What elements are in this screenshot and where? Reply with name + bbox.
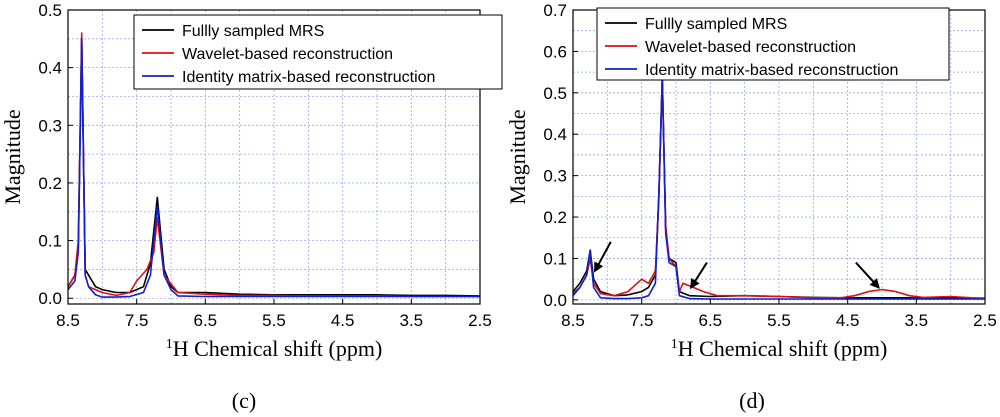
- y-tick-label: 0.1: [38, 232, 62, 251]
- x-axis-title: 1H Chemical shift (ppm): [671, 336, 888, 361]
- x-tick-label: 2.5: [468, 311, 492, 330]
- panel-caption: (d): [739, 388, 765, 413]
- panel-c: 8.5 7.5 6.5 5.5 4.5 3.5 2.5 0.0 0.1 0.2 0.3 0.4 0.5 1…: [0, 1, 503, 413]
- y-tick-label: 0.0: [38, 289, 62, 308]
- y-tick-label: 0.4: [38, 59, 62, 78]
- panel-d: 8.5 7.5 6.5 5.5 4.5 3.5 2.5 0.0 0.1 0.2 0.3 0.4 0.5 0…: [505, 1, 997, 413]
- annotation-arrow: [690, 262, 708, 290]
- panel-caption: (c): [232, 388, 256, 413]
- y-tick-label: 0.6: [543, 42, 567, 61]
- legend-box: [133, 14, 503, 90]
- x-tick-label: 5.5: [262, 311, 286, 330]
- y-tick-label: 0.4: [543, 125, 567, 144]
- y-tick-label: 0.7: [543, 1, 567, 20]
- y-tick-label: 0.2: [38, 174, 62, 193]
- x-axis-title: 1H Chemical shift (ppm): [166, 336, 383, 361]
- y-axis-title: Magnitude: [0, 109, 25, 204]
- y-axis-title: Magnitude: [505, 109, 530, 204]
- y-tick-label: 0.1: [543, 249, 567, 268]
- x-tick-label: 6.5: [699, 311, 723, 330]
- y-tick-label: 0.3: [543, 167, 567, 186]
- x-tick-label: 7.5: [125, 311, 149, 330]
- legend-label: Fullly sampled MRS: [645, 16, 787, 33]
- x-tick-label: 7.5: [630, 311, 654, 330]
- x-tick-label: 5.5: [767, 311, 791, 330]
- y-tick-label: 0.3: [38, 116, 62, 135]
- legend-label: Fullly sampled MRS: [182, 23, 324, 40]
- x-tick-label: 2.5: [973, 311, 997, 330]
- series-line-3: [572, 75, 985, 300]
- annotation-arrow: [594, 241, 612, 273]
- legend-label: Wavelet-based reconstruction: [645, 39, 856, 56]
- x-tick-label: 6.5: [194, 311, 218, 330]
- x-tick-label: 8.5: [56, 311, 80, 330]
- annotation-arrow: [855, 261, 880, 289]
- x-tick-label: 4.5: [331, 311, 355, 330]
- legend-box: [596, 7, 950, 81]
- y-tick-label: 0.5: [38, 1, 62, 20]
- series-line-3: [67, 38, 480, 298]
- legend-label: Wavelet-based reconstruction: [182, 46, 393, 63]
- legend: Fullly sampled MRS Wavelet-based reconstr…: [596, 7, 950, 81]
- x-tick-label: 8.5: [561, 311, 585, 330]
- legend-label: Identity matrix-based reconstruction: [645, 62, 898, 79]
- legend: Fullly sampled MRS Wavelet-based reconstr…: [133, 14, 503, 90]
- x-tick-label: 3.5: [905, 311, 929, 330]
- x-tick-label: 4.5: [836, 311, 860, 330]
- x-tick-label: 3.5: [400, 311, 424, 330]
- y-tick-label: 0.5: [543, 84, 567, 103]
- legend-label: Identity matrix-based reconstruction: [182, 69, 435, 86]
- y-tick-label: 0.2: [543, 208, 567, 227]
- y-tick-label: 0.0: [543, 291, 567, 310]
